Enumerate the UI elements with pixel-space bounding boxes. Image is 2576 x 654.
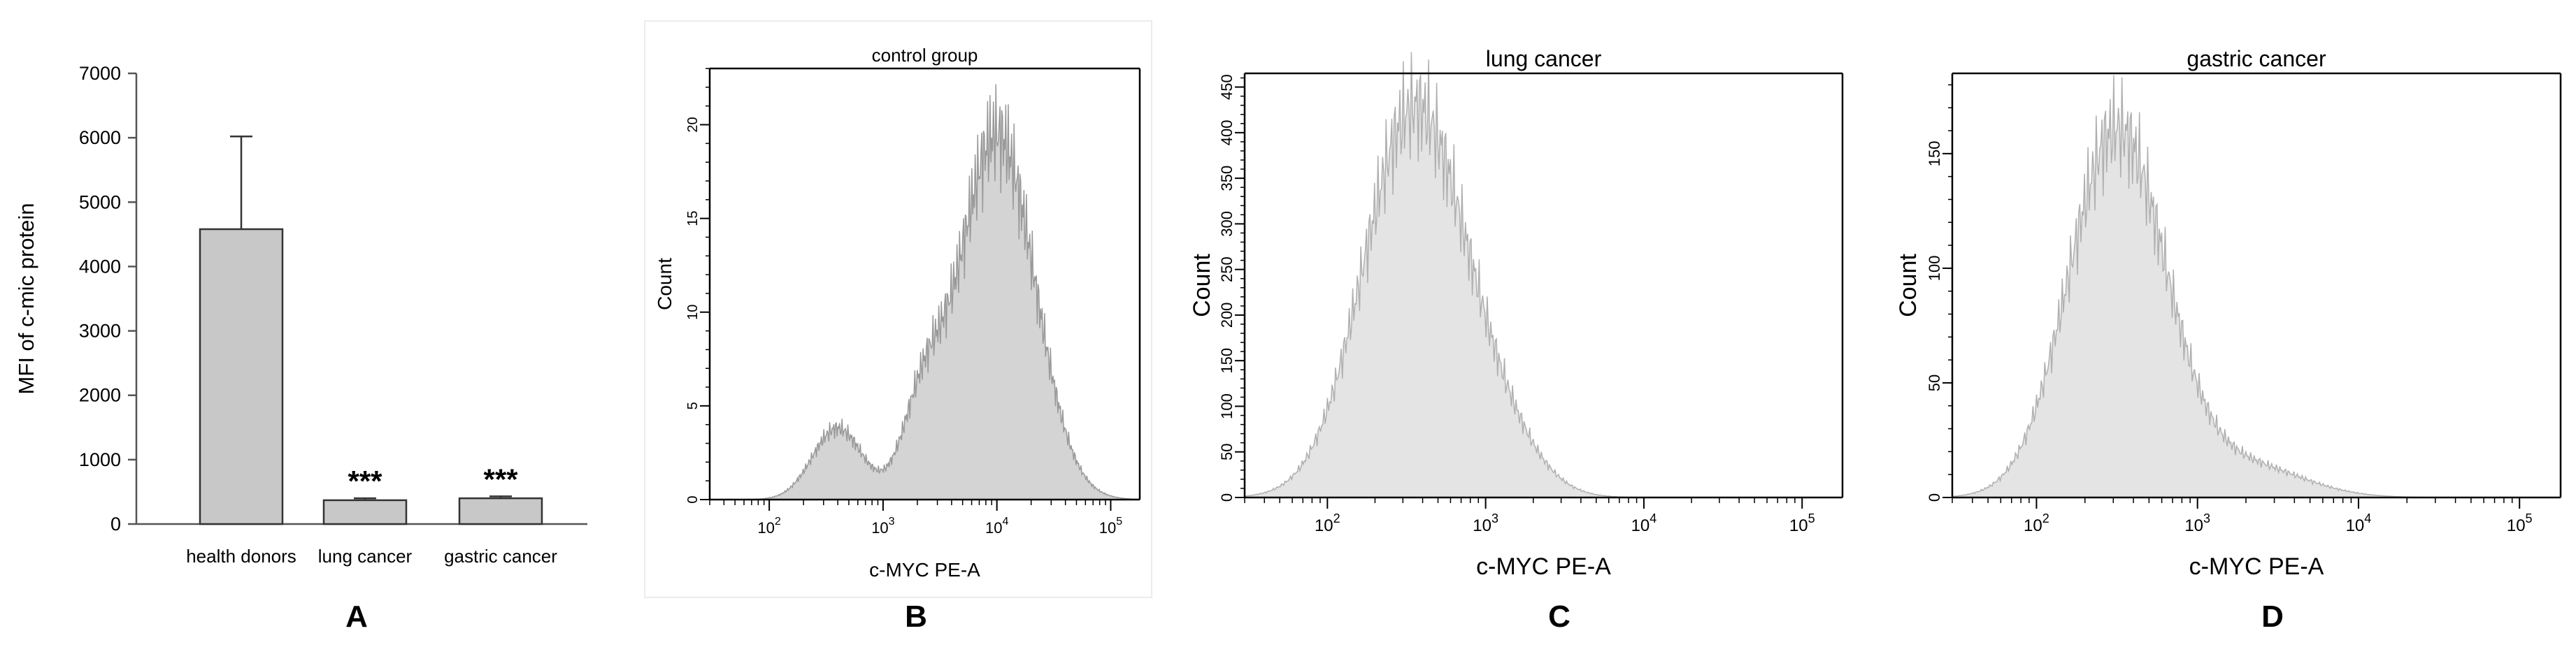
x-tick-label: 102 <box>1315 511 1340 535</box>
x-tick-label: lung cancer <box>318 546 413 567</box>
x-tick-label: health donors <box>186 546 296 567</box>
panel-label-c: C <box>1548 600 1570 634</box>
y-tick-label: 350 <box>1218 166 1236 191</box>
y-tick-label: 7000 <box>79 63 121 84</box>
y-tick-label: 400 <box>1218 119 1236 145</box>
x-axis-label: c-MYC PE-A <box>2189 553 2324 580</box>
histogram-panel-d: 0 50 100 150 102 103 104 105 gastric cancer c-MYC… <box>1895 46 2562 580</box>
x-tick-label: 105 <box>1099 516 1122 537</box>
panel-label-d: D <box>2261 600 2284 634</box>
bar <box>322 499 408 525</box>
y-tick-label: 150 <box>1926 140 1943 166</box>
x-tick-label: 105 <box>2507 511 2533 535</box>
chart-title: lung cancer <box>1486 46 1602 71</box>
histogram-area <box>1952 75 2561 498</box>
y-tick-label: 4000 <box>79 256 121 277</box>
y-tick-label: 5000 <box>79 191 121 212</box>
x-tick-label: 104 <box>985 516 1008 537</box>
y-tick-label: 0 <box>685 495 701 503</box>
y-tick-label: 6000 <box>79 127 121 148</box>
histogram-area <box>710 84 1140 500</box>
y-tick-label: 0 <box>1926 493 1943 502</box>
y-tick-label: 0 <box>110 514 121 535</box>
histogram-area <box>1244 52 1842 498</box>
y-tick-label: 15 <box>685 210 701 226</box>
chart-title: gastric cancer <box>2187 46 2326 71</box>
significance-marker: *** <box>483 463 518 495</box>
y-axis-label: Count <box>1189 254 1215 317</box>
histogram-panel-c: 0 50 100 150 200 250 300 350 400 450 102 103 104 105 l… <box>1189 46 1844 580</box>
y-tick-label: 150 <box>1218 348 1236 374</box>
x-tick-label: 104 <box>1631 511 1657 535</box>
y-tick-label: 20 <box>685 117 701 132</box>
panel-label-b: B <box>905 600 927 634</box>
y-tick-label: 50 <box>1926 375 1943 391</box>
y-axis-label: Count <box>1895 254 1922 317</box>
x-tick-label: 105 <box>1789 511 1815 535</box>
y-tick-label: 450 <box>1218 74 1236 100</box>
significance-marker: *** <box>348 465 382 497</box>
y-tick-label: 10 <box>685 305 701 320</box>
bar <box>458 497 543 525</box>
y-axis-label: Count <box>654 258 675 310</box>
y-tick-label: 5 <box>685 402 701 409</box>
y-tick-label: 1000 <box>79 449 121 470</box>
x-tick-label: 103 <box>871 516 894 537</box>
x-tick-label: 103 <box>2184 511 2210 535</box>
x-tick-label: 102 <box>757 516 780 537</box>
histogram-panel-b: 0 5 10 15 20 102 103 104 105 control group c-MYC P… <box>644 20 1152 598</box>
x-tick-label: 102 <box>2024 511 2049 535</box>
chart-title: control group <box>872 45 978 66</box>
x-axis-label: c-MYC PE-A <box>1476 553 1611 580</box>
x-axis-label: c-MYC PE-A <box>869 559 980 581</box>
x-tick-label: 103 <box>1473 511 1498 535</box>
y-tick-label: 50 <box>1218 443 1236 460</box>
y-tick-label: 100 <box>1218 393 1236 419</box>
y-tick-label: 250 <box>1218 256 1236 282</box>
y-tick-label: 200 <box>1218 303 1236 328</box>
y-tick-label: 2000 <box>79 385 121 406</box>
y-tick-label: 300 <box>1218 211 1236 237</box>
x-tick-label: gastric cancer <box>444 546 557 567</box>
x-tick-label: 104 <box>2346 511 2372 535</box>
bar <box>199 228 284 525</box>
y-tick-label: 100 <box>1926 256 1943 282</box>
y-axis-label: MFI of c-mic protein <box>14 203 38 395</box>
y-tick-label: 0 <box>1218 493 1236 502</box>
panel-label-a: A <box>345 600 368 634</box>
panel-frame <box>644 20 1152 598</box>
bar-chart-panel-a: 0 1000 2000 3000 4000 5000 6000 7000 MFI of c-mi… <box>14 63 587 567</box>
y-tick-label: 3000 <box>79 321 121 342</box>
